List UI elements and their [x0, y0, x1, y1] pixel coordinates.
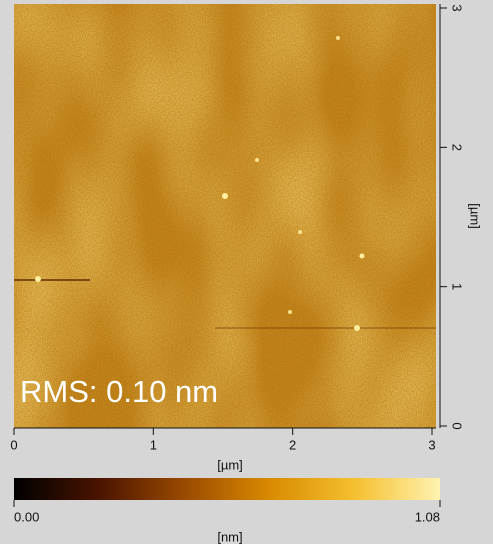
colorbar-tick-label: 0.00 [14, 509, 39, 524]
y-tick-label: 2 [450, 144, 465, 151]
y-tick-label: 3 [450, 4, 465, 11]
y-axis-label: [µm] [468, 203, 483, 229]
colorbar [14, 478, 440, 500]
colorbar-tick-label: 1.08 [415, 509, 440, 524]
x-tick-label: 2 [289, 437, 296, 452]
rms-annotation: RMS: 0.10 nm [20, 374, 218, 409]
colorbar-label: [nm] [217, 529, 242, 544]
x-axis-label: [µm] [217, 457, 243, 472]
y-tick-label: 1 [450, 283, 465, 290]
x-tick-label: 1 [150, 437, 157, 452]
x-tick-label: 3 [428, 437, 435, 452]
afm-image [14, 4, 436, 428]
x-tick-label: 0 [10, 437, 17, 452]
y-tick-label: 0 [450, 422, 465, 429]
